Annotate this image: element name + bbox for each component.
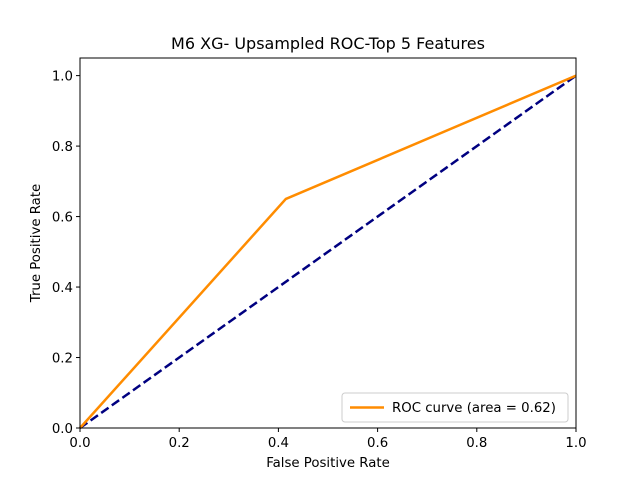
series-line-diagonal-baseline <box>79 74 577 430</box>
legend-box <box>341 392 569 423</box>
x-tick-label: 0.4 <box>268 436 289 451</box>
legend-entry-roc-curve: ROC curve (area = 0.62) <box>392 401 556 416</box>
y-tick-label: 1.0 <box>52 70 73 85</box>
y-tick-label: 0.8 <box>52 140 73 155</box>
y-axis-ticks: 0.0 0.2 0.4 0.6 0.8 1.0 <box>52 70 80 437</box>
x-tick-label: 0.6 <box>367 436 388 451</box>
y-tick-label: 0.0 <box>52 422 73 437</box>
y-axis-label: True Positive Rate <box>29 184 44 303</box>
legend: ROC curve (area = 0.62) <box>341 392 569 423</box>
y-tick-label: 0.6 <box>52 211 73 226</box>
plot-frame <box>79 57 577 429</box>
series-line-roc-curve <box>79 74 577 429</box>
y-tick-label: 0.2 <box>52 352 73 367</box>
chart-title: M6 XG- Upsampled ROC-Top 5 Features <box>171 34 485 53</box>
x-tick-label: 0.0 <box>69 436 90 451</box>
x-axis-label: False Positive Rate <box>266 456 390 471</box>
x-tick-label: 0.8 <box>466 436 487 451</box>
x-tick-label: 1.0 <box>565 436 586 451</box>
x-axis-ticks: 0.0 0.2 0.4 0.6 0.8 1.0 <box>69 428 587 451</box>
y-tick-label: 0.4 <box>52 281 73 296</box>
plot-lines <box>79 74 577 430</box>
x-tick-label: 0.2 <box>169 436 190 451</box>
